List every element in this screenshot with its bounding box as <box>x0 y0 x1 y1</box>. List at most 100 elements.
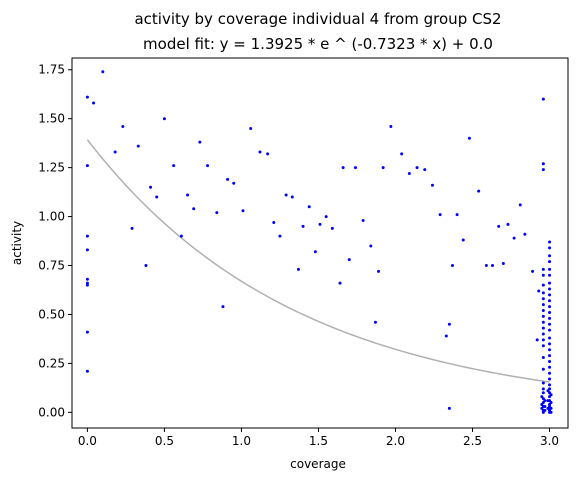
data-point <box>377 269 381 273</box>
data-point <box>447 322 451 326</box>
data-point <box>548 377 552 381</box>
data-point <box>155 195 159 199</box>
data-point <box>318 222 322 226</box>
y-tick-label: 0.50 <box>38 307 65 321</box>
y-tick-label: 1.00 <box>38 210 65 224</box>
data-point <box>423 168 427 172</box>
fit-curve-layer <box>86 139 550 383</box>
data-point <box>540 403 544 407</box>
data-point <box>278 234 282 238</box>
data-point <box>541 338 545 342</box>
data-point <box>540 395 544 399</box>
data-point <box>266 152 270 156</box>
data-point <box>347 258 351 262</box>
data-point <box>407 172 411 175</box>
data-point <box>467 136 471 140</box>
data-point <box>307 205 311 209</box>
data-point <box>549 401 553 405</box>
data-point <box>92 101 96 105</box>
data-point <box>341 166 345 170</box>
data-point <box>284 193 288 197</box>
data-point <box>548 316 552 320</box>
data-point <box>85 283 89 287</box>
data-point <box>497 224 501 228</box>
data-point <box>389 125 393 129</box>
data-point <box>548 342 552 346</box>
data-point <box>444 334 448 338</box>
data-point <box>162 117 166 121</box>
data-point <box>338 281 342 285</box>
x-tick-label: 0.5 <box>155 434 174 448</box>
data-point <box>136 144 140 148</box>
data-point <box>400 152 404 156</box>
data-point <box>548 260 552 264</box>
data-point <box>548 246 552 250</box>
data-point <box>215 211 219 215</box>
data-point <box>85 330 89 334</box>
data-point <box>548 267 552 271</box>
data-point <box>130 226 134 230</box>
data-point <box>537 289 541 293</box>
data-point <box>548 273 552 277</box>
data-point <box>548 336 552 340</box>
data-point <box>301 224 305 228</box>
y-tick-label: 0.75 <box>38 259 65 273</box>
data-point <box>541 367 545 371</box>
data-point <box>548 240 552 244</box>
data-point <box>541 387 545 391</box>
data-point <box>541 162 545 166</box>
data-point <box>361 218 365 222</box>
data-point <box>501 262 505 266</box>
data-point <box>179 234 183 238</box>
data-point <box>381 166 385 170</box>
y-axis: 0.00 0.25 0.50 0.75 1.00 1.25 1.50 1.75 <box>38 63 72 419</box>
data-point <box>249 126 253 130</box>
data-point <box>549 393 553 397</box>
x-tick-label: 2.0 <box>386 434 405 448</box>
data-point <box>548 287 552 291</box>
data-point <box>290 195 294 199</box>
data-point <box>541 326 545 330</box>
data-point <box>541 391 545 395</box>
data-point <box>541 356 545 360</box>
data-point <box>313 250 317 254</box>
data-point <box>85 95 89 99</box>
y-tick-label: 0.00 <box>38 405 65 419</box>
data-point <box>548 281 552 285</box>
data-point <box>149 185 153 189</box>
fit-curve <box>86 139 550 383</box>
data-point <box>541 309 545 313</box>
data-point <box>548 371 552 375</box>
data-point <box>447 406 451 410</box>
data-point <box>85 369 89 373</box>
data-point <box>548 354 552 358</box>
x-tick-label: 2.5 <box>463 434 482 448</box>
data-point <box>541 283 545 287</box>
data-point <box>506 222 510 226</box>
x-tick-label: 1.0 <box>232 434 251 448</box>
data-point <box>548 293 552 297</box>
data-point <box>541 168 545 172</box>
data-point <box>455 213 459 217</box>
data-point <box>186 193 190 197</box>
data-point <box>272 220 276 224</box>
data-point <box>192 207 196 211</box>
data-points-layer <box>85 70 553 414</box>
data-point <box>430 183 434 187</box>
data-point <box>512 236 516 240</box>
data-point <box>484 264 488 268</box>
data-point <box>258 150 262 154</box>
x-tick-label: 1.5 <box>309 434 328 448</box>
data-point <box>353 166 357 170</box>
data-point <box>541 381 545 385</box>
data-point <box>535 338 539 342</box>
y-tick-label: 0.25 <box>38 356 65 370</box>
data-point <box>450 264 454 268</box>
y-tick-label: 1.50 <box>38 112 65 126</box>
x-tick-label: 3.0 <box>540 434 559 448</box>
data-point <box>113 150 117 154</box>
data-point <box>540 406 544 410</box>
data-point <box>221 305 225 309</box>
data-point <box>121 125 125 129</box>
